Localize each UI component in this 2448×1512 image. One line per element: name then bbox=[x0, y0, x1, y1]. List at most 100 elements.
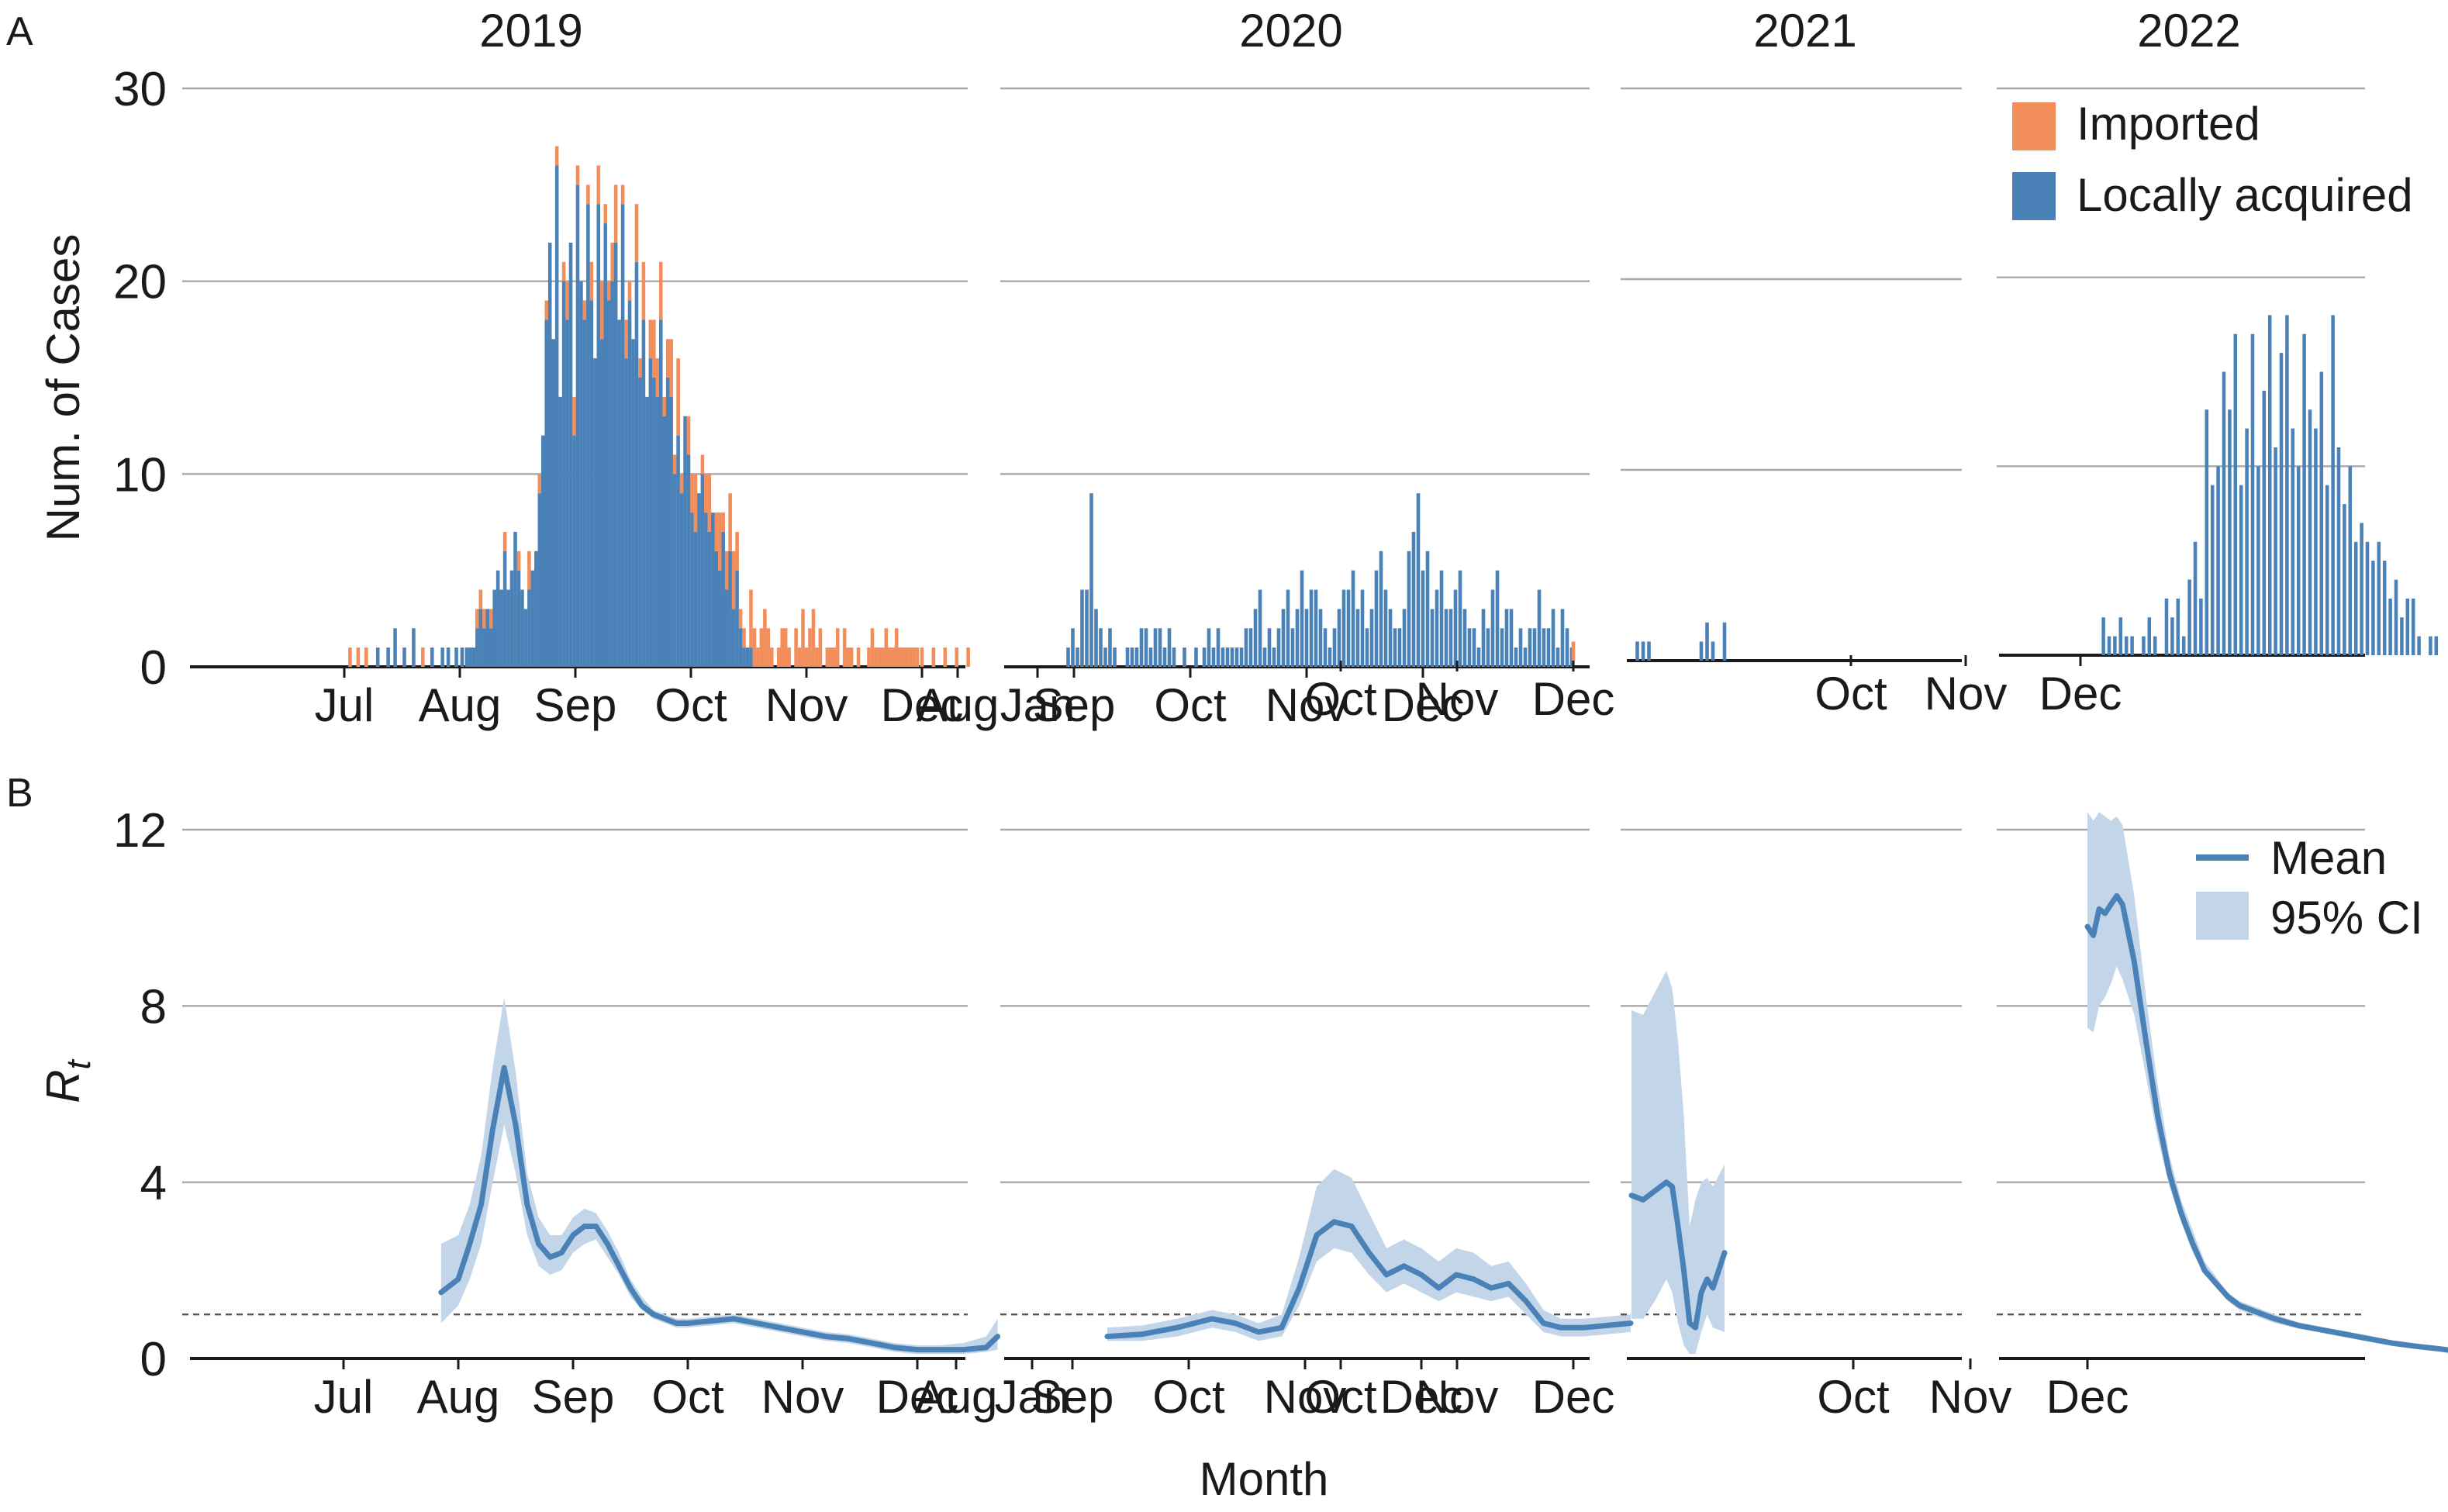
x-tick-label-b-1-1: Sep bbox=[1031, 1371, 1114, 1423]
bar-local-2020-38 bbox=[1262, 647, 1267, 667]
x-tick-label-a-2019-6: Jan bbox=[1000, 679, 1076, 731]
bar-local-2022-28 bbox=[2262, 390, 2267, 655]
bar-local-2019-87 bbox=[717, 570, 722, 667]
bar-imported-2019-120 bbox=[832, 647, 837, 667]
bar-local-2019-15 bbox=[468, 647, 472, 667]
bar-local-2020-72 bbox=[1421, 570, 1425, 667]
bar-local-2022-3 bbox=[2118, 617, 2123, 655]
bar-local-2019-18 bbox=[478, 609, 483, 667]
bar-imported-2019-133 bbox=[877, 647, 882, 667]
ci-band-2 bbox=[1631, 970, 1725, 1355]
bar-local-2020-21 bbox=[1167, 628, 1172, 667]
bar-local-2020-60 bbox=[1365, 628, 1369, 667]
bar-local-2020-81 bbox=[1462, 609, 1467, 667]
bar-local-2022-7 bbox=[2142, 636, 2146, 655]
x-tick-label-a-2022-1: Nov bbox=[1925, 668, 2008, 720]
bar-imported-2019-88 bbox=[721, 513, 726, 532]
y-tick-label-b-0-3: 12 bbox=[113, 804, 167, 858]
bar-local-2019-21 bbox=[489, 628, 493, 667]
bar-imported-2019-138 bbox=[894, 628, 899, 667]
bar-local-2022-52 bbox=[2400, 617, 2404, 655]
bar-local-2019-51 bbox=[593, 358, 597, 667]
x-tick-label-b-0-2: Sep bbox=[532, 1371, 615, 1423]
x-tick-label-b-1-3: Nov bbox=[1264, 1371, 1347, 1423]
bar-local-2020-6 bbox=[1094, 609, 1098, 667]
x-tick-label-a-2020-3: Nov bbox=[1265, 679, 1348, 731]
x-tick-label-b-0-4: Nov bbox=[761, 1371, 844, 1423]
bar-imported-2019-54 bbox=[603, 204, 608, 224]
y-tick-label-b-0-2: 8 bbox=[140, 980, 167, 1034]
bar-local-2019-92 bbox=[735, 570, 739, 667]
bar-imported-2019-135 bbox=[884, 628, 889, 667]
bar-imported-2019-107 bbox=[787, 647, 791, 667]
bar-local-2022-39 bbox=[2325, 485, 2329, 655]
bar-local-2019-76 bbox=[679, 493, 684, 667]
bar-local-2020-57 bbox=[1351, 570, 1355, 667]
bar-local-2019-69 bbox=[655, 396, 660, 667]
bar-local-2020-75 bbox=[1435, 589, 1439, 667]
bar-local-2020-3 bbox=[1080, 589, 1084, 667]
bar-imported-2019-134 bbox=[881, 647, 885, 667]
ci-band-3 bbox=[2087, 812, 2448, 1352]
bar-local-2019-64 bbox=[638, 378, 642, 667]
bar-local-2020-102 bbox=[1560, 609, 1565, 667]
x-tick-label-a-2020-1: Sep bbox=[1033, 679, 1116, 731]
bar-imported-2019-148 bbox=[955, 647, 958, 667]
bar-local-2019-63 bbox=[634, 261, 639, 667]
bar-local-2022-25 bbox=[2245, 428, 2249, 655]
bar-local-2022-36 bbox=[2308, 409, 2312, 655]
bar-local-2022-38 bbox=[2319, 371, 2324, 655]
x-tick-label-a-2021-0: Oct bbox=[1304, 673, 1377, 725]
bar-local-2022-0 bbox=[2101, 617, 2105, 655]
bar-local-2019-49 bbox=[586, 204, 590, 667]
bar-local-2019-13 bbox=[460, 647, 464, 667]
bar-local-2019-59 bbox=[620, 204, 625, 667]
bar-local-2019-54 bbox=[603, 223, 608, 668]
bar-imported-2019-18 bbox=[478, 589, 483, 609]
y-tick-label-a-2019-1: 10 bbox=[113, 448, 167, 502]
bar-local-2020-100 bbox=[1551, 609, 1555, 667]
bar-local-2020-88 bbox=[1495, 570, 1500, 667]
x-tick-label-a-2021-1: Nov bbox=[1416, 673, 1499, 725]
bar-local-2019-32 bbox=[527, 589, 531, 667]
bar-imported-2019-42 bbox=[561, 261, 566, 281]
bar-imported-2019-102 bbox=[770, 647, 774, 667]
x-tick-label-a-2021-2: Dec bbox=[1532, 673, 1615, 725]
bar-local-2019-56 bbox=[610, 281, 614, 667]
bar-imported-2019-92 bbox=[735, 531, 739, 571]
bar-local-2022-46 bbox=[2365, 541, 2370, 655]
bar-local-2020-18 bbox=[1153, 628, 1158, 667]
x-tick-label-b-3-2: Dec bbox=[2046, 1371, 2129, 1423]
bar-imported-2019-32 bbox=[527, 551, 531, 590]
bar-local-2019-17 bbox=[475, 628, 479, 667]
bar-imported-2019-1 bbox=[356, 647, 361, 667]
bar-local-2020-85 bbox=[1481, 609, 1486, 667]
bar-local-2019-94 bbox=[742, 647, 746, 667]
bar-local-2022-55 bbox=[2417, 636, 2421, 655]
bar-imported-2019-144 bbox=[915, 647, 920, 667]
bar-imported-2019-63 bbox=[634, 204, 639, 262]
bar-local-2022-33 bbox=[2291, 428, 2295, 655]
bar-imported-2019-119 bbox=[829, 647, 833, 667]
bar-local-2019-72 bbox=[665, 378, 670, 667]
bar-imported-2019-46 bbox=[575, 165, 580, 185]
bar-imported-2019-73 bbox=[669, 339, 673, 397]
bar-local-2019-38 bbox=[547, 242, 552, 667]
bar-local-2022-17 bbox=[2199, 598, 2203, 655]
bar-local-2020-66 bbox=[1393, 628, 1397, 667]
x-tick-label-b-1-2: Oct bbox=[1152, 1371, 1225, 1423]
bar-local-2020-47 bbox=[1304, 609, 1309, 667]
x-tick-label-a-2019-1: Aug bbox=[419, 679, 502, 731]
bar-imported-2019-71 bbox=[662, 396, 667, 416]
x-tick-label-b-1-4: Dec bbox=[1380, 1371, 1463, 1423]
bar-imported-2019-139 bbox=[898, 647, 902, 667]
bar-imported-2019-106 bbox=[783, 628, 788, 667]
bar-local-2019-50 bbox=[589, 300, 594, 667]
bar-local-2019-73 bbox=[669, 396, 673, 667]
panel-label-a: A bbox=[6, 9, 33, 54]
bar-local-2019-35 bbox=[537, 493, 542, 667]
legend-label-local: Locally acquired bbox=[2077, 169, 2413, 221]
bar-local-2020-84 bbox=[1476, 647, 1481, 667]
bar-local-2019-48 bbox=[582, 319, 587, 667]
bar-local-2020-93 bbox=[1518, 628, 1523, 667]
